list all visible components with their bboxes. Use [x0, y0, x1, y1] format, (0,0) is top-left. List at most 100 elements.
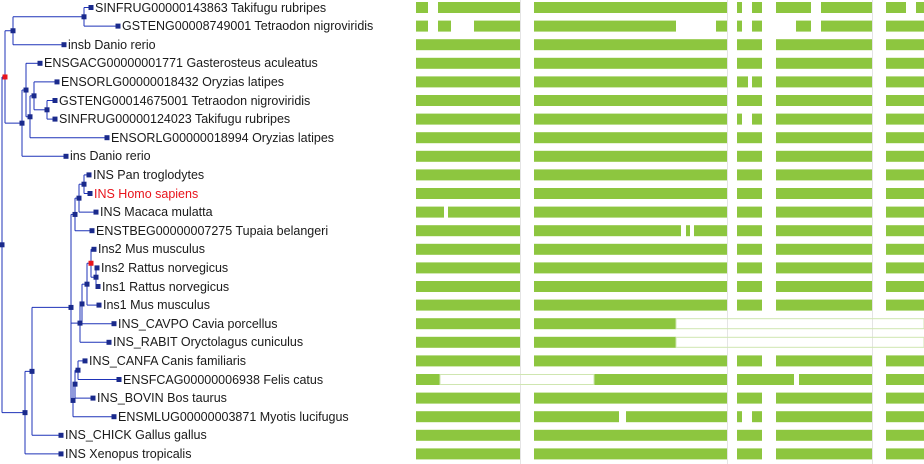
leaf-label[interactable]: Ins2 Rattus norvegicus [101, 260, 229, 275]
leaf-node[interactable] [104, 135, 110, 141]
leaf-label[interactable]: Ins2 Mus musculus [98, 242, 205, 257]
leaf-node[interactable] [82, 358, 88, 364]
leaf-label[interactable]: GSTENG00014675001 Tetraodon nigroviridis [59, 93, 311, 108]
alignment-row[interactable] [416, 243, 924, 255]
speciation-node[interactable] [68, 304, 74, 310]
leaf-label[interactable]: ENSORLG00000018432 Oryzias latipes [61, 74, 285, 89]
alignment-row[interactable] [416, 113, 924, 125]
leaf-node[interactable] [52, 98, 58, 103]
leaf-label[interactable]: ENSTBEG00000007275 Tupaia belangeri [96, 223, 329, 238]
leaf-label[interactable]: INS_CHICK Gallus gallus [65, 428, 207, 443]
leaf-node[interactable] [87, 191, 93, 196]
speciation-node[interactable] [77, 320, 83, 326]
leaf-label[interactable]: INS Macaca mulatta [100, 205, 213, 220]
leaf-label[interactable]: INS_RABIT Oryctolagus cuniculus [113, 335, 304, 350]
speciation-node[interactable] [0, 242, 5, 248]
leaf-node[interactable] [94, 265, 100, 271]
alignment-row[interactable] [416, 57, 924, 69]
leaf-node[interactable] [89, 228, 95, 234]
leaf-node[interactable] [111, 414, 117, 420]
alignment-row[interactable] [416, 39, 924, 51]
leaf-node[interactable] [116, 377, 122, 382]
leaf-node[interactable] [111, 321, 117, 327]
speciation-node[interactable] [72, 211, 78, 217]
speciation-node[interactable] [81, 181, 87, 187]
leaf-label[interactable]: Ins1 Mus musculus [103, 298, 210, 313]
speciation-node[interactable] [10, 28, 16, 34]
leaf-node[interactable] [86, 172, 92, 178]
leaf-label[interactable]: ENSORLG00000018994 Oryzias latipes [111, 130, 335, 145]
alignment-row[interactable] [416, 262, 924, 274]
alignment-row[interactable] [416, 20, 924, 32]
speciation-node[interactable] [84, 281, 90, 287]
leaf-node[interactable] [58, 432, 64, 438]
alignment-row[interactable] [416, 150, 924, 162]
leaf-node[interactable] [106, 339, 112, 345]
alignment-row[interactable] [416, 318, 924, 330]
alignment-row[interactable] [416, 225, 924, 237]
alignment-row[interactable] [416, 2, 924, 13]
alignment-segment [534, 150, 727, 162]
alignment-row[interactable] [416, 206, 924, 218]
alignment-row[interactable] [416, 355, 924, 367]
speciation-node[interactable] [72, 381, 78, 387]
alignment-row[interactable] [416, 76, 924, 88]
alignment-row[interactable] [416, 336, 924, 348]
speciation-node[interactable] [19, 120, 25, 126]
leaf-label[interactable]: ENSMLUG00000003871 Myotis lucifugus [118, 409, 349, 424]
leaf-label[interactable]: insb Danio rerio [68, 37, 156, 52]
alignment-row[interactable] [416, 411, 924, 423]
speciation-node[interactable] [22, 410, 28, 416]
leaf-node[interactable] [90, 395, 96, 401]
alignment-row[interactable] [416, 169, 924, 181]
alignment-row[interactable] [416, 392, 924, 404]
leaf-label[interactable]: ENSFCAG00000006938 Felis catus [123, 372, 324, 387]
alignment-row[interactable] [416, 374, 924, 385]
leaf-node[interactable] [52, 116, 58, 122]
leaf-node[interactable] [115, 23, 121, 29]
speciation-node[interactable] [75, 367, 81, 373]
alignment-row[interactable] [416, 281, 924, 292]
leaf-label[interactable]: Ins1 Rattus norvegicus [102, 279, 230, 294]
leaf-node[interactable] [95, 284, 101, 289]
alignment-row[interactable] [416, 95, 924, 106]
speciation-node[interactable] [31, 93, 37, 99]
duplication-node[interactable] [88, 260, 94, 266]
leaf-label[interactable]: INS_CAVPO Cavia porcellus [118, 316, 278, 331]
alignment-row[interactable] [416, 299, 924, 311]
alignment-row[interactable] [416, 188, 924, 199]
leaf-node[interactable] [96, 302, 102, 308]
speciation-node[interactable] [79, 301, 85, 307]
leaf-label[interactable]: SINFRUG00000124023 Takifugu rubripes [59, 112, 291, 127]
leaf-label[interactable]: ENSGACG00000001771 Gasterosteus aculeatu… [44, 56, 318, 71]
leaf-node[interactable] [54, 79, 60, 85]
leaf-node[interactable] [61, 42, 67, 48]
leaf-label[interactable]: ins Danio rerio [70, 149, 151, 164]
speciation-node[interactable] [76, 195, 82, 201]
speciation-node[interactable] [93, 274, 99, 280]
leaf-label[interactable]: INS Xenopus tropicalis [65, 446, 192, 461]
leaf-node[interactable] [37, 60, 43, 66]
leaf-label[interactable]: INS_CANFA Canis familiaris [89, 353, 246, 368]
alignment-row[interactable] [416, 132, 924, 144]
speciation-node[interactable] [27, 114, 33, 120]
alignment-row[interactable] [416, 429, 924, 441]
speciation-node[interactable] [44, 107, 50, 113]
speciation-node[interactable] [81, 14, 87, 20]
leaf-label[interactable]: INS Homo sapiens [94, 186, 199, 201]
alignment-row[interactable] [416, 448, 924, 460]
leaf-label[interactable]: INS Pan troglodytes [93, 167, 205, 182]
alignment-segment [416, 206, 444, 218]
speciation-node[interactable] [23, 87, 29, 93]
leaf-label[interactable]: SINFRUG00000143863 Takifugu rubripes [95, 0, 327, 15]
leaf-label[interactable]: GSTENG00008749001 Tetraodon nigroviridis [122, 19, 374, 34]
leaf-label[interactable]: INS_BOVIN Bos taurus [97, 391, 227, 406]
speciation-node[interactable] [70, 397, 76, 403]
leaf-node[interactable] [63, 153, 69, 159]
duplication-node[interactable] [2, 74, 8, 80]
leaf-node[interactable] [93, 209, 99, 215]
leaf-node[interactable] [58, 451, 64, 457]
leaf-node[interactable] [91, 246, 97, 252]
leaf-node[interactable] [88, 5, 94, 10]
speciation-node[interactable] [29, 368, 35, 374]
